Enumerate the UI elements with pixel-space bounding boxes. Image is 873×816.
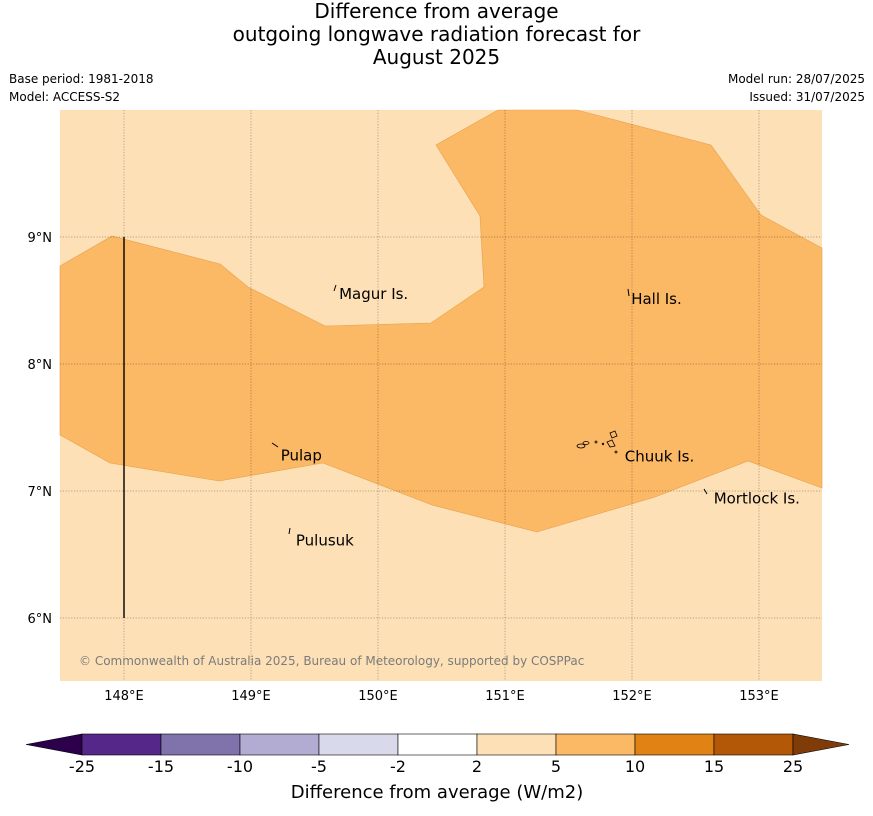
lon-tick-148e: 148°E — [104, 689, 144, 704]
lon-tick-153e: 153°E — [739, 689, 779, 704]
colorbar-segment-2 — [160, 733, 241, 756]
place-label-pulusuk: Pulusuk — [296, 532, 354, 550]
lon-tick-150e: 150°E — [358, 689, 398, 704]
colorbar-tick-5: 5 — [551, 757, 561, 776]
title-line-3: August 2025 — [372, 45, 501, 69]
base-period-text: Base period: 1981-2018 — [9, 72, 154, 86]
place-labels: Magur Is. Hall Is. Pulap Chuuk Is. Mortlock … — [281, 285, 800, 549]
lon-tick-149e: 149°E — [231, 689, 271, 704]
colorbar-extend-max — [792, 733, 850, 756]
colorbar-label: Difference from average (W/m2) — [291, 782, 583, 803]
colorbar-segments — [25, 733, 850, 756]
colorbar-segment-8 — [634, 733, 715, 756]
mortlock-island-mark — [703, 488, 708, 495]
map-gridlines — [60, 110, 822, 681]
copyright-text: © Commonwealth of Australia 2025, Bureau… — [79, 654, 584, 668]
colorbar-tick-minus-2: -2 — [390, 757, 406, 776]
lat-tick-9n: 9°N — [28, 231, 53, 246]
lon-tick-labels: 148°E 149°E 150°E 151°E 152°E 153°E — [104, 689, 779, 704]
colorbar-tick-minus-15: -15 — [148, 757, 174, 776]
lat-tick-7n: 7°N — [28, 485, 53, 500]
band-5-10-region — [59, 109, 823, 533]
meta-left: Base period: 1981-2018 Model: ACCESS-S2 — [9, 70, 154, 106]
place-label-mortlock-is: Mortlock Is. — [714, 490, 800, 508]
colorbar-tick-minus-5: -5 — [311, 757, 327, 776]
colorbar-extend-min — [25, 733, 83, 756]
model-run-text: Model run: 28/07/2025 — [727, 72, 865, 86]
lon-tick-151e: 151°E — [485, 689, 525, 704]
island-marks — [271, 284, 708, 535]
colorbar-segment-7 — [555, 733, 636, 756]
colorbar-tick-15: 15 — [704, 757, 724, 776]
hall-island-mark — [627, 288, 630, 297]
lon-tick-152e: 152°E — [612, 689, 652, 704]
lat-tick-8n: 8°N — [28, 358, 53, 373]
colorbar-segment-9 — [713, 733, 794, 756]
model-text: Model: ACCESS-S2 — [9, 90, 121, 104]
title-line-1: Difference from average — [314, 0, 559, 23]
colorbar-tick-labels: -25 -15 -10 -5 -2 2 5 10 15 25 — [69, 757, 803, 776]
magur-island-mark — [333, 284, 337, 292]
colorbar-segment-6 — [476, 733, 557, 756]
issued-text: Issued: 31/07/2025 — [749, 90, 865, 104]
pulap-island-mark — [271, 442, 279, 448]
map-title: Difference from average outgoing longwav… — [0, 0, 873, 69]
colorbar-segment-1 — [81, 733, 162, 756]
colorbar: -25 -15 -10 -5 -2 2 5 10 15 25 Difference from av… — [25, 733, 850, 803]
meta-right: Model run: 28/07/2025 Issued: 31/07/2025 — [728, 70, 865, 106]
chuuk-islands-mark — [576, 430, 618, 454]
colorbar-tick-minus-25: -25 — [69, 757, 95, 776]
colorbar-segment-3 — [239, 733, 320, 756]
colorbar-tick-10: 10 — [625, 757, 645, 776]
map-panel: Magur Is. Hall Is. Pulap Chuuk Is. Mortlock … — [59, 109, 823, 681]
pulusuk-island-mark — [288, 527, 291, 535]
colorbar-segment-5 — [397, 733, 478, 756]
colorbar-tick-2: 2 — [472, 757, 482, 776]
place-label-pulap: Pulap — [281, 446, 322, 464]
colorbar-tick-25: 25 — [783, 757, 803, 776]
colorbar-segment-4 — [318, 733, 399, 756]
lat-tick-6n: 6°N — [28, 612, 53, 627]
colorbar-tick-minus-10: -10 — [227, 757, 253, 776]
lat-tick-labels: 9°N 8°N 7°N 6°N — [28, 231, 53, 627]
place-label-magur-is: Magur Is. — [339, 285, 408, 303]
place-label-chuuk-is: Chuuk Is. — [625, 448, 694, 466]
place-label-hall-is: Hall Is. — [631, 290, 682, 308]
title-line-2: outgoing longwave radiation forecast for — [232, 22, 641, 46]
